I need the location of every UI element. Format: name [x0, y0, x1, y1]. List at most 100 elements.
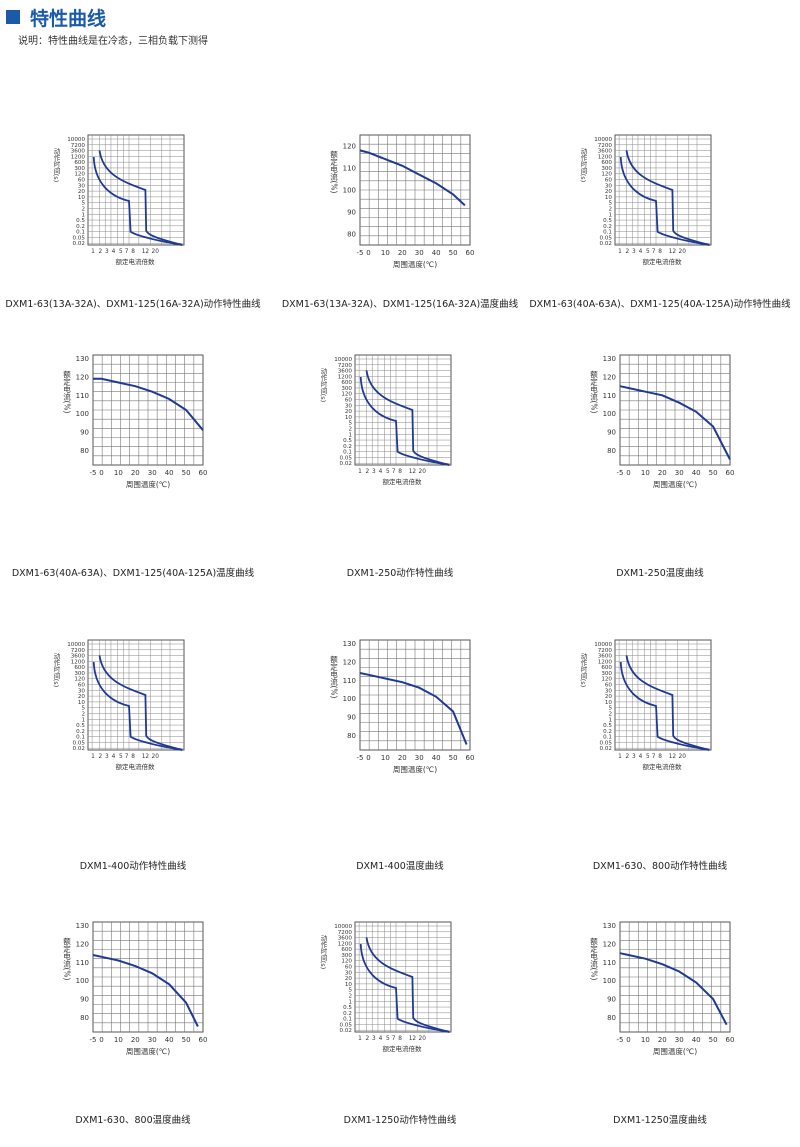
x-axis-label: 额定电流倍数: [643, 762, 683, 771]
y-tick-label: 5: [608, 201, 612, 207]
y-tick-label: 100: [343, 187, 356, 195]
header-square-icon: [6, 10, 20, 24]
x-tick-label: 2: [365, 1036, 369, 1042]
x-tick-label: -5: [617, 469, 624, 477]
y-tick-label: 2: [348, 426, 352, 432]
y-tick-label: 0.1: [603, 230, 612, 236]
trip-curve-upper: [365, 937, 450, 1033]
y-tick-label: 90: [347, 209, 356, 217]
x-axis-label: 额定电流倍数: [116, 257, 156, 266]
y-tick-label: 3600: [598, 149, 613, 155]
y-tick-label: 120: [343, 659, 356, 667]
y-tick-label: 2: [81, 206, 85, 212]
y-axis-label: 额定电流(%): [62, 369, 71, 413]
y-tick-label: 110: [76, 392, 89, 400]
x-axis-label: 额定电流倍数: [643, 257, 683, 266]
y-tick-label: 0.02: [600, 241, 612, 247]
x-tick-label: 4: [639, 249, 643, 255]
y-tick-label: 100: [76, 977, 89, 985]
x-tick-label: 20: [658, 1036, 667, 1044]
y-tick-label: 5: [608, 706, 612, 712]
x-tick-label: 40: [432, 754, 441, 762]
x-tick-label: 3: [105, 249, 109, 255]
x-axis-label: 周围温度(℃): [653, 1046, 697, 1056]
y-tick-label: 300: [341, 386, 352, 392]
y-tick-label: 0.5: [603, 723, 612, 729]
y-tick-label: 1: [81, 212, 85, 218]
y-tick-label: 5: [348, 988, 352, 994]
x-tick-label: 2: [625, 249, 629, 255]
y-tick-label: 0.1: [76, 735, 85, 741]
x-tick-label: 50: [182, 469, 191, 477]
y-tick-label: 30: [605, 688, 613, 694]
y-tick-label: 120: [341, 959, 352, 965]
y-tick-label: 120: [343, 143, 356, 151]
y-axis-label: 额定电流(%): [589, 936, 598, 980]
x-tick-label: 12: [409, 1036, 417, 1042]
y-tick-label: 1: [81, 717, 85, 723]
trip-curve-upper: [625, 150, 710, 246]
x-tick-label: 4: [112, 249, 116, 255]
temperature-curve: [619, 385, 731, 460]
x-tick-label: 30: [148, 469, 157, 477]
y-tick-label: 1200: [338, 941, 353, 947]
y-tick-label: 0.2: [343, 1011, 352, 1017]
y-tick-label: 110: [343, 677, 356, 685]
x-tick-label: -5: [357, 249, 364, 257]
y-tick-label: 60: [345, 398, 353, 404]
chart-frame: [614, 639, 712, 751]
y-tick-label: 120: [601, 172, 612, 178]
y-axis-label: 额定电流(%): [329, 654, 338, 698]
x-tick-label: 30: [675, 1036, 684, 1044]
y-tick-label: 10000: [594, 642, 612, 648]
x-axis-label: 周围温度(℃): [653, 479, 697, 489]
x-tick-label: 30: [415, 249, 424, 257]
y-tick-label: 80: [80, 447, 89, 455]
x-tick-label: 10: [641, 469, 650, 477]
chart-caption: DXM1-630、800动作特性曲线: [592, 861, 728, 872]
y-tick-label: 10000: [334, 924, 352, 930]
y-tick-label: 600: [601, 665, 612, 671]
trip-curve-upper: [98, 150, 183, 246]
y-tick-label: 20: [78, 694, 86, 700]
y-tick-label: 110: [603, 959, 616, 967]
trip-curve-lower: [359, 943, 450, 1033]
y-tick-label: 1: [348, 999, 352, 1005]
y-tick-label: 60: [605, 683, 613, 689]
x-tick-label: 20: [658, 469, 667, 477]
y-tick-label: 80: [607, 1014, 616, 1022]
x-tick-label: 0: [626, 1036, 630, 1044]
trip-curve-upper: [365, 370, 450, 466]
y-tick-label: 0.2: [76, 224, 85, 230]
y-axis-label: 动作时间(s): [319, 367, 327, 402]
y-tick-label: 0.1: [76, 230, 85, 236]
x-tick-label: 12: [669, 249, 677, 255]
y-tick-label: 90: [607, 996, 616, 1004]
y-tick-label: 20: [345, 976, 353, 982]
x-tick-label: 3: [105, 754, 109, 760]
x-tick-label: 60: [199, 469, 208, 477]
x-tick-label: 20: [679, 249, 687, 255]
y-tick-label: 10: [605, 700, 613, 706]
y-tick-label: 80: [607, 447, 616, 455]
x-tick-label: 7: [125, 754, 129, 760]
x-tick-label: 2: [98, 754, 102, 760]
y-tick-label: 300: [341, 953, 352, 959]
x-tick-label: 5: [646, 754, 650, 760]
x-tick-label: 40: [432, 249, 441, 257]
y-tick-label: 2: [348, 993, 352, 999]
y-tick-label: 120: [74, 677, 85, 683]
trip-curve-lower: [619, 661, 710, 751]
x-tick-label: 1: [358, 469, 362, 475]
x-tick-label: 1: [91, 249, 95, 255]
y-axis-label: 动作时间(s): [319, 934, 327, 969]
x-tick-label: 8: [658, 249, 662, 255]
x-tick-label: 60: [726, 1036, 735, 1044]
x-tick-label: 5: [119, 249, 123, 255]
x-tick-label: 1: [618, 249, 622, 255]
y-tick-label: 600: [74, 160, 85, 166]
y-tick-label: 100: [603, 410, 616, 418]
